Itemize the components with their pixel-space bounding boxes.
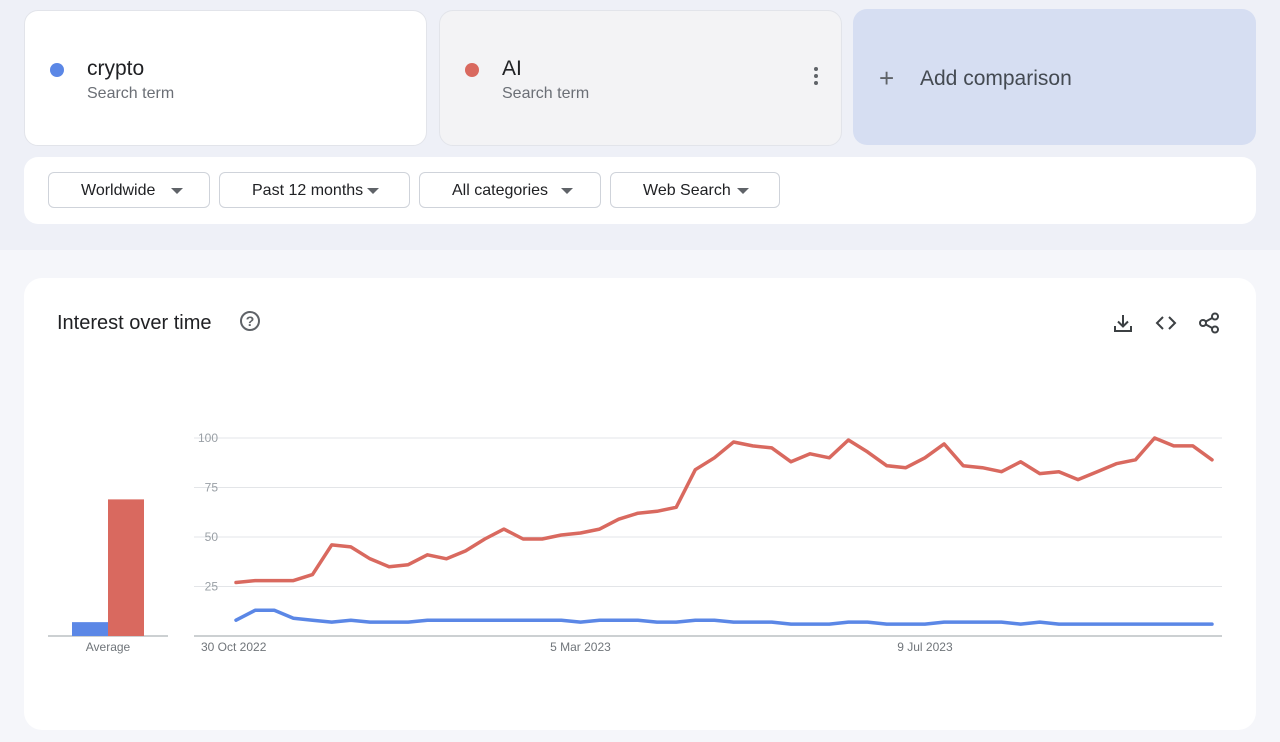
x-tick-label: 9 Jul 2023 — [897, 640, 953, 654]
share-icon[interactable] — [1198, 312, 1220, 334]
search-term-type: Search term — [87, 85, 175, 102]
series-color-dot-crypto — [50, 63, 64, 77]
plus-icon: + — [879, 63, 895, 93]
embed-code-icon[interactable] — [1155, 312, 1177, 334]
chevron-down-icon — [367, 188, 379, 194]
series-line-crypto — [234, 608, 1214, 626]
average-bar-crypto — [72, 622, 108, 636]
more-options-icon[interactable] — [813, 67, 819, 89]
filter-bar: Worldwide Past 12 months All categories … — [24, 157, 1256, 224]
chevron-down-icon — [171, 188, 183, 194]
search-term-type: Search term — [502, 85, 590, 102]
search-type-label: Web Search — [643, 182, 731, 199]
help-circle-icon[interactable]: ? — [240, 311, 260, 331]
interest-chart: 25 50 75 100 30 Oct 2022 5 Mar 2023 9 Jul 2023… — [48, 431, 1222, 654]
period-dropdown[interactable]: Past 12 months — [219, 172, 410, 208]
chevron-down-icon — [561, 188, 573, 194]
search-term-name[interactable]: crypto — [87, 57, 145, 80]
y-tick-label: 75 — [205, 481, 219, 495]
category-dropdown[interactable]: All categories — [419, 172, 601, 208]
series-line-ai — [234, 436, 1214, 585]
x-tick-label: 5 Mar 2023 — [550, 640, 611, 654]
chevron-down-icon — [737, 188, 749, 194]
y-tick-label: 100 — [198, 431, 218, 445]
search-term-card-crypto[interactable]: crypto Search term — [24, 10, 427, 146]
add-comparison-label: Add comparison — [920, 67, 1072, 90]
download-icon[interactable] — [1112, 312, 1134, 334]
region-dropdown[interactable]: Worldwide — [48, 172, 210, 208]
average-bar-ai — [108, 499, 144, 636]
y-tick-label: 25 — [205, 580, 219, 594]
region-label: Worldwide — [81, 182, 156, 199]
period-label: Past 12 months — [252, 182, 364, 199]
panel-title: Interest over time — [57, 312, 212, 334]
x-tick-label: 30 Oct 2022 — [201, 640, 267, 654]
search-term-card-ai[interactable]: AI Search term — [439, 10, 842, 146]
average-label: Average — [86, 640, 131, 654]
interest-over-time-panel: Interest over time ? 25 50 75 100 30 Oct 202… — [24, 278, 1256, 730]
search-type-dropdown[interactable]: Web Search — [610, 172, 780, 208]
search-term-name[interactable]: AI — [502, 57, 522, 80]
category-label: All categories — [452, 182, 549, 199]
add-comparison-button[interactable]: + Add comparison — [853, 9, 1256, 145]
series-color-dot-ai — [465, 63, 479, 77]
y-tick-label: 50 — [205, 530, 219, 544]
